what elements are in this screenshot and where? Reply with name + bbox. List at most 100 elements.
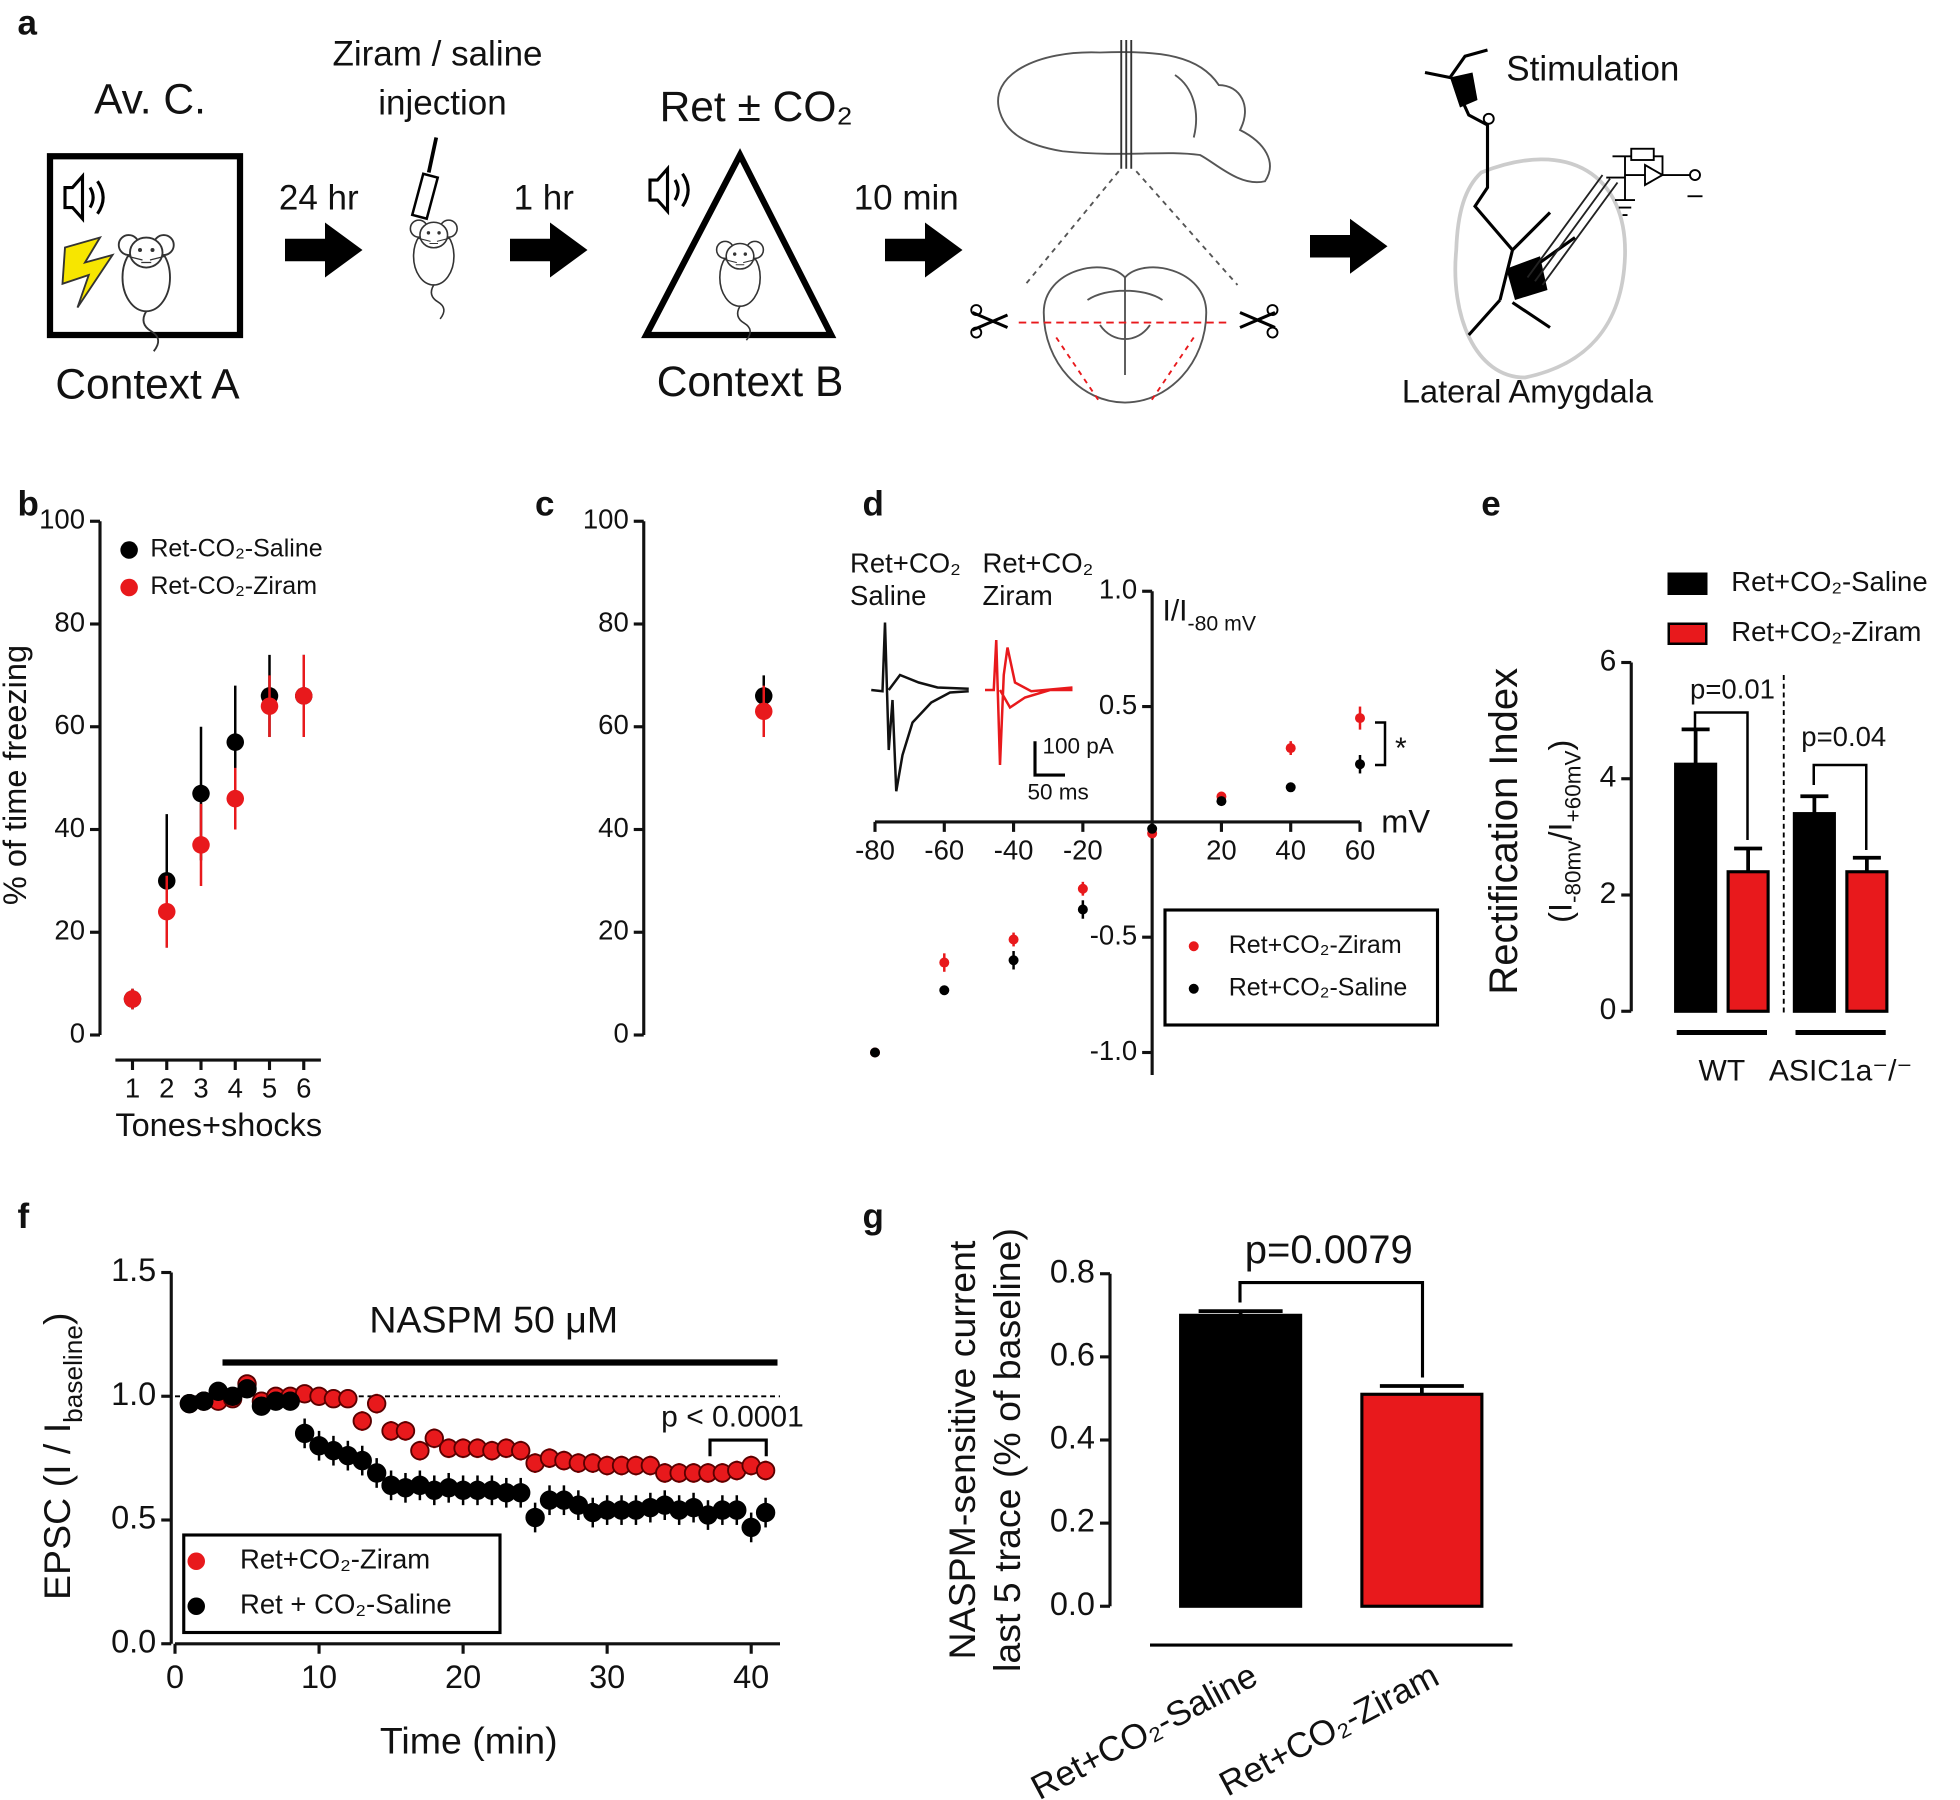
brain-diagram bbox=[970, 40, 1279, 404]
context-a-box bbox=[46, 153, 244, 339]
legend-box bbox=[182, 1533, 502, 1635]
y-tick-label: 40 bbox=[598, 812, 629, 843]
mouse bbox=[715, 240, 765, 341]
inset-label: Ret+CO₂ bbox=[983, 547, 1094, 578]
data-point bbox=[1008, 934, 1019, 945]
p-value: p < 0.0001 bbox=[661, 1401, 804, 1434]
p-value: p=0.04 bbox=[1801, 721, 1886, 752]
x-tick-label: 10 bbox=[301, 1659, 337, 1695]
legend-label: Ret+CO₂-Ziram bbox=[1731, 616, 1921, 647]
scale-label: 100 pA bbox=[1043, 733, 1114, 758]
panel-letter: c bbox=[535, 485, 554, 524]
y-tick-label: 60 bbox=[598, 709, 629, 740]
y-axis-label: I/I-80 mV bbox=[1163, 594, 1257, 635]
x-axis-label: Tones+shocks bbox=[115, 1107, 322, 1143]
context-label: Context A bbox=[55, 362, 240, 409]
region-label: Lateral Amygdala bbox=[1402, 373, 1654, 409]
y-axis-label-part: -80 mV bbox=[1188, 611, 1257, 635]
legend-label: Ret + CO₂-Saline bbox=[240, 1589, 452, 1620]
x-tick-label: 40 bbox=[733, 1659, 769, 1695]
x-tick-label: 20 bbox=[445, 1659, 481, 1695]
injection-label: Ziram / saline bbox=[332, 35, 542, 74]
x-tick-label: WT bbox=[1699, 1054, 1746, 1087]
data-point bbox=[352, 1450, 372, 1471]
x-tick-label: 3 bbox=[193, 1073, 208, 1104]
data-point bbox=[939, 957, 950, 968]
data-point bbox=[511, 1483, 531, 1503]
y-tick-label: 0 bbox=[70, 1017, 85, 1048]
x-tick-label: 30 bbox=[589, 1659, 625, 1695]
p-bracket bbox=[1812, 763, 1868, 850]
bar bbox=[1360, 1392, 1484, 1608]
significance-label: * bbox=[1395, 732, 1407, 765]
y-tick-label: 4 bbox=[1600, 761, 1617, 794]
y-axis-label: EPSC (I / Ibaseline) bbox=[36, 1313, 88, 1600]
y-tick-label: 20 bbox=[54, 915, 85, 946]
y-axis-label-part: baseline bbox=[58, 1325, 88, 1423]
legend-box bbox=[1163, 908, 1440, 1027]
stimulation-label: Stimulation bbox=[1506, 50, 1679, 89]
panel-letter: b bbox=[18, 485, 39, 524]
error-bar bbox=[1800, 794, 1829, 814]
data-point bbox=[352, 1411, 372, 1431]
x-tick-label: 20 bbox=[1206, 834, 1237, 865]
context-label: Context B bbox=[657, 359, 844, 406]
data-point bbox=[511, 1441, 531, 1461]
data-point bbox=[295, 687, 313, 705]
delay-label: 1 hr bbox=[514, 178, 575, 217]
data-point bbox=[525, 1507, 545, 1528]
x-tick-label: 1 bbox=[125, 1073, 140, 1104]
shock-icon bbox=[61, 235, 115, 309]
data-point bbox=[1216, 796, 1227, 807]
x-tick-label: -20 bbox=[1063, 834, 1103, 865]
delay-label: 10 min bbox=[854, 178, 959, 217]
legend-label: Ret-CO₂-Saline bbox=[150, 535, 322, 563]
x-tick-label: ASIC1a⁻/⁻ bbox=[1769, 1054, 1912, 1087]
scale-bar bbox=[1033, 741, 1065, 777]
data-point bbox=[338, 1389, 358, 1409]
panel-letter: a bbox=[18, 3, 38, 42]
data-point bbox=[280, 1391, 300, 1411]
bar bbox=[1179, 1313, 1303, 1608]
tone-icon bbox=[648, 167, 690, 213]
y-tick-label: 0.2 bbox=[1050, 1503, 1095, 1539]
y-tick-label: 2 bbox=[1600, 877, 1617, 910]
data-point bbox=[755, 702, 773, 721]
data-point bbox=[741, 1517, 761, 1538]
data-point bbox=[1147, 823, 1158, 834]
y-tick-label: 1.0 bbox=[111, 1376, 156, 1412]
panel-letter: d bbox=[863, 485, 884, 524]
data-point bbox=[260, 697, 279, 715]
legend-marker bbox=[187, 1552, 205, 1570]
y-tick-label: 0.0 bbox=[1050, 1586, 1095, 1622]
y-tick-label: -0.5 bbox=[1090, 919, 1137, 950]
syringe bbox=[410, 137, 440, 221]
inset-label: Ziram bbox=[983, 580, 1053, 611]
y-tick-label: 0.0 bbox=[111, 1623, 156, 1659]
y-tick-label: 60 bbox=[54, 709, 85, 740]
y-axis-label-part: -80mv bbox=[1561, 840, 1586, 903]
inset-trace bbox=[985, 639, 1073, 766]
y-axis-label: NASPM-sensitive current bbox=[941, 1240, 983, 1659]
bar bbox=[1674, 762, 1718, 1013]
y-tick-label: 0 bbox=[1600, 993, 1617, 1026]
panel-a: Av. C. Context A 24 hr Ziram / saline in… bbox=[46, 35, 1703, 409]
y-axis-label-part: +60mV bbox=[1561, 750, 1586, 822]
data-point bbox=[192, 836, 210, 854]
tone-icon bbox=[63, 174, 105, 221]
y-tick-label: 20 bbox=[598, 915, 629, 946]
y-axis-label-part: ) bbox=[36, 1313, 78, 1326]
y-tick-label: -1.0 bbox=[1090, 1035, 1137, 1066]
y-axis-label-part: /I bbox=[1542, 822, 1578, 840]
y-tick-label: 1.0 bbox=[1099, 574, 1137, 605]
legend-swatch bbox=[1667, 572, 1708, 595]
step-label: Ret ± CO₂ bbox=[660, 84, 853, 131]
context-b-triangle bbox=[641, 148, 837, 339]
p-bracket bbox=[1238, 1280, 1425, 1378]
y-tick-label: 0 bbox=[613, 1017, 628, 1048]
x-tick-label: 40 bbox=[1275, 834, 1306, 865]
legend-marker bbox=[1188, 983, 1199, 994]
data-point bbox=[395, 1421, 416, 1441]
legend-swatch bbox=[1667, 622, 1708, 645]
